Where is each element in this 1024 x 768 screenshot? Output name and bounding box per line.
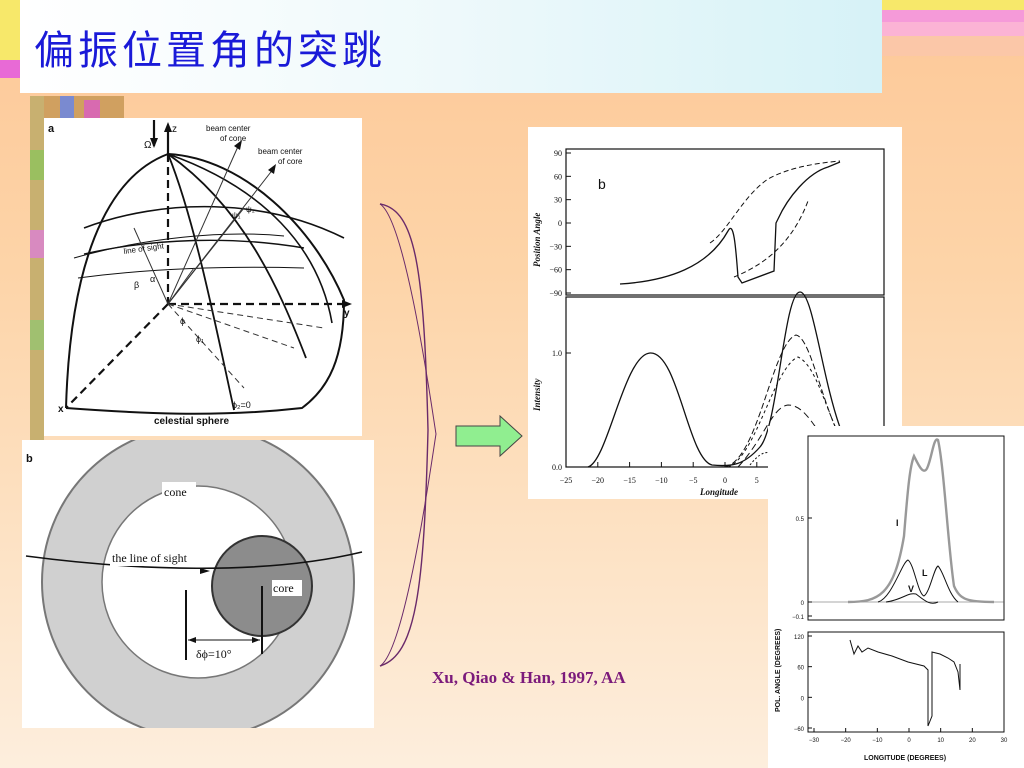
fig-a-beam-center-cone-line2: of cone xyxy=(220,134,247,143)
fig-b-panel-label: b xyxy=(26,453,33,465)
fig-c-int-tick-2: −0.1 xyxy=(792,615,805,621)
int-tick-0: 1.0 xyxy=(552,349,562,358)
fig-a-axis-x: x xyxy=(58,404,64,415)
fig-c-pa-tick-2: 0 xyxy=(801,696,805,702)
fig-a-beam-center-cone: beam center of cone xyxy=(206,124,253,143)
fig-c-x-tick-0: −30 xyxy=(809,738,820,744)
fig-c-pa-curve xyxy=(849,639,961,727)
fig-a-axis-y: y xyxy=(344,308,350,319)
fig-c-x-ticks: −30 −20 −10 0 10 20 30 xyxy=(809,728,1008,744)
fig-c-pa-ticks: 120 60 0 −60 xyxy=(794,635,812,733)
x-tick-5: 0 xyxy=(723,476,727,485)
pa-tick-1: 60 xyxy=(554,172,562,181)
fig-c-pa-tick-1: 60 xyxy=(797,666,804,672)
pa-axis-ticks: 90 60 30 0 −30 −60 −90 xyxy=(549,149,571,298)
fig-c-x-tick-4: 10 xyxy=(937,738,944,744)
x-axis-label: Longitude xyxy=(699,487,738,497)
figure-a-sphere-geometry: a z Ω y x beam center of cone beam cente… xyxy=(44,118,362,436)
pa-tick-5: −60 xyxy=(549,266,562,275)
intensity-curve-dashed-2 xyxy=(727,356,857,468)
fig-c-int-tick-0: 0.5 xyxy=(796,517,805,523)
x-tick-1: −20 xyxy=(592,476,605,485)
delta-phi-label: δϕ=10° xyxy=(196,647,232,661)
pa-curve-solid xyxy=(619,161,841,285)
int-tick-1: 0.0 xyxy=(552,463,562,472)
fig-c-curve-I xyxy=(847,438,995,604)
texture-strip xyxy=(30,96,124,446)
fig-a-beam-center-core: beam center of core xyxy=(258,147,305,166)
fig-c-x-tick-6: 30 xyxy=(1001,738,1008,744)
fig-a-phi: ϕ xyxy=(180,316,185,326)
intensity-axis-ticks: 1.0 0.0 xyxy=(552,349,571,472)
x-tick-6: 5 xyxy=(755,476,759,485)
fig-c-curve-V xyxy=(885,593,939,604)
fig-c-label-V: V xyxy=(908,584,914,594)
fig-a-phi1: ϕ₁ xyxy=(196,334,204,344)
fig-c-pa-tick-0: 120 xyxy=(794,635,805,641)
fig-c-x-tick-5: 20 xyxy=(969,738,976,744)
fig-c-label-I: I xyxy=(896,518,899,528)
title-banner xyxy=(20,0,882,93)
fig-c-label-L: L xyxy=(922,568,928,578)
fig-a-panel-label: a xyxy=(48,123,55,135)
x-tick-0: −25 xyxy=(560,476,573,485)
fig-a-psi2: ψ₂ xyxy=(246,205,255,214)
fig-a-celestial-sphere: celestial sphere xyxy=(154,416,229,427)
x-tick-2: −15 xyxy=(623,476,636,485)
fig-a-psi1: ψ₁ xyxy=(232,211,241,220)
delta-phi-label-bg xyxy=(194,646,244,662)
cone-label-bg xyxy=(162,482,196,500)
connector-bracket-arrow xyxy=(379,203,523,667)
citation-caption: Xu, Qiao & Han, 1997, AA xyxy=(432,668,626,687)
x-tick-3: −10 xyxy=(655,476,668,485)
core-label: core xyxy=(273,581,294,595)
pa-tick-4: −30 xyxy=(549,242,562,251)
pa-tick-6: −90 xyxy=(549,289,562,298)
pa-ylabel: Position Angle xyxy=(532,213,542,267)
fig-a-phi2-zero: ϕ₂=0 xyxy=(232,400,251,410)
fig-a-alpha: α xyxy=(150,274,155,284)
pa-tick-0: 90 xyxy=(554,149,562,158)
core-label-bg xyxy=(272,580,302,596)
fig-a-beta: β xyxy=(134,280,139,290)
pa-tick-3: 0 xyxy=(558,219,562,228)
intensity-ylabel: Intensity xyxy=(532,377,542,412)
fig-c-x-tick-1: −20 xyxy=(841,738,852,744)
fig-a-axis-z: z xyxy=(172,124,177,135)
pa-curve-dashed-upper xyxy=(709,160,841,244)
cone-label: cone xyxy=(164,485,187,499)
pa-curve-dashed-lower xyxy=(733,200,809,278)
line-of-sight-label-bg xyxy=(110,550,206,566)
fig-c-pa-ylabel: POL. ANGLE (DEGREES) xyxy=(775,629,782,712)
intensity-curve-dashed-1 xyxy=(723,334,859,468)
fig-c-pa-tick-3: −60 xyxy=(794,727,805,733)
figure-b-cone-core-diagram: b cone the line of sight core δϕ=10° xyxy=(22,440,374,728)
fig-a-beam-center-core-line2: of core xyxy=(278,157,303,166)
pa-tick-2: 30 xyxy=(554,196,562,205)
fig-c-curve-L xyxy=(877,559,959,603)
fig-c-x-tick-3: 0 xyxy=(907,738,911,744)
fig-b-plot-panel-label: b xyxy=(598,176,606,192)
fig-a-beam-center-core-line1: beam center xyxy=(258,147,303,156)
fig-c-int-tick-1: 0 xyxy=(801,601,805,607)
fig-c-xlabel: LONGITUDE (DEGREES) xyxy=(864,755,946,762)
fig-c-intensity-ticks: 0.5 0 −0.1 xyxy=(792,517,812,621)
fig-c-x-tick-2: −10 xyxy=(872,738,883,744)
slide-title: 偏振位置角的突跳 xyxy=(34,28,386,74)
x-tick-4: −5 xyxy=(689,476,698,485)
intensity-curve-solid xyxy=(587,291,869,468)
fig-a-beam-center-cone-line1: beam center xyxy=(206,124,251,133)
line-of-sight-label: the line of sight xyxy=(112,551,188,565)
fig-a-omega: Ω xyxy=(144,140,152,151)
